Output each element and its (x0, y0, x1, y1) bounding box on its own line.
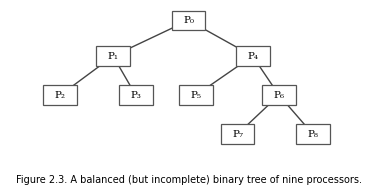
Text: P₄: P₄ (247, 52, 258, 61)
FancyBboxPatch shape (262, 85, 296, 105)
Text: Figure 2.3. A balanced (but incomplete) binary tree of nine processors.: Figure 2.3. A balanced (but incomplete) … (15, 175, 362, 185)
Text: P₂: P₂ (55, 91, 66, 100)
FancyBboxPatch shape (96, 46, 130, 66)
Text: P₇: P₇ (232, 130, 243, 139)
Text: P₈: P₈ (307, 130, 319, 139)
FancyBboxPatch shape (172, 11, 205, 30)
FancyBboxPatch shape (236, 46, 270, 66)
FancyBboxPatch shape (43, 85, 77, 105)
Text: P₅: P₅ (190, 91, 202, 100)
Text: P₃: P₃ (130, 91, 141, 100)
FancyBboxPatch shape (179, 85, 213, 105)
Text: P₁: P₁ (107, 52, 119, 61)
FancyBboxPatch shape (296, 124, 330, 144)
Text: P₆: P₆ (273, 91, 285, 100)
FancyBboxPatch shape (221, 124, 254, 144)
FancyBboxPatch shape (119, 85, 153, 105)
Text: P₀: P₀ (183, 16, 194, 25)
